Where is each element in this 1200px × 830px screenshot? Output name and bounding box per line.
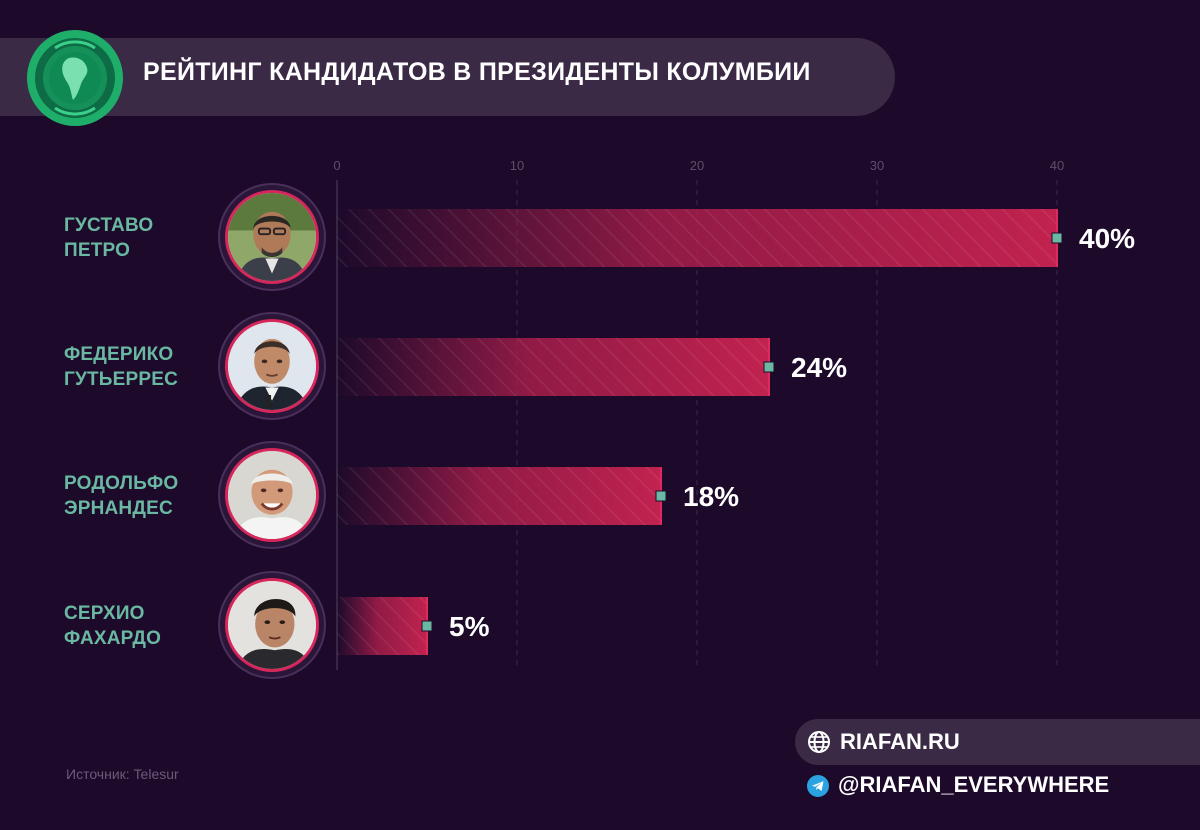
candidate-avatar-1 [218, 183, 326, 291]
candidate-first-name: СЕРХИО [64, 603, 145, 624]
candidate-photo-4 [228, 581, 316, 669]
x-tick-label: 20 [690, 158, 704, 173]
bar-hatch [337, 467, 661, 525]
candidate-avatar-2 [218, 312, 326, 420]
value-label: 18% [683, 481, 739, 512]
x-tick-label: 30 [870, 158, 884, 173]
candidate-first-name: ГУСТАВО [64, 215, 154, 236]
globe-logo-icon [27, 30, 123, 126]
candidate-name-4: СЕРХИО ФАХАРДО [64, 601, 204, 651]
value-label: 5% [449, 611, 490, 642]
globe-icon [808, 731, 830, 753]
candidate-last-name: ПЕТРО [64, 240, 131, 261]
candidate-photo-2 [228, 322, 316, 410]
candidate-name-3: РОДОЛЬФО ЭРНАНДЕС [64, 471, 204, 521]
candidate-first-name: РОДОЛЬФО [64, 473, 179, 494]
candidate-avatar-4 [218, 571, 326, 679]
bar-hatch [337, 209, 1057, 267]
x-tick-label: 10 [510, 158, 524, 173]
bar-hatch [337, 338, 769, 396]
telegram-icon [807, 775, 829, 797]
header-banner [0, 38, 895, 116]
telegram-handle[interactable]: @RIAFAN_EVERYWHERE [838, 772, 1110, 797]
candidate-last-name: ФАХАРДО [64, 628, 162, 649]
source-note: Источник: Telesur [66, 766, 179, 782]
bar-end-marker [421, 620, 433, 632]
x-tick-label: 0 [333, 158, 340, 173]
value-label: 24% [791, 352, 847, 383]
bar-end-marker [655, 490, 667, 502]
candidate-avatar-3 [218, 441, 326, 549]
bar-hatch [337, 597, 427, 655]
candidate-name-1: ГУСТАВО ПЕТРО [64, 213, 204, 263]
site-link[interactable]: RIAFAN.RU [840, 729, 960, 754]
candidate-first-name: ФЕДЕРИКО [64, 344, 174, 365]
value-label: 40% [1079, 223, 1135, 254]
page-title: РЕЙТИНГ КАНДИДАТОВ В ПРЕЗИДЕНТЫ КОЛУМБИИ [143, 58, 811, 86]
candidate-name-2: ФЕДЕРИКО ГУТЬЕРРЕС [64, 342, 204, 392]
candidate-photo-3 [228, 451, 316, 539]
site-banner [795, 719, 1200, 765]
candidate-last-name: ЭРНАНДЕС [64, 498, 173, 519]
bar-end-marker [1051, 232, 1063, 244]
candidate-last-name: ГУТЬЕРРЕС [64, 369, 179, 390]
candidate-photo-1 [228, 193, 316, 281]
x-tick-label: 40 [1050, 158, 1064, 173]
bar-end-marker [763, 361, 775, 373]
